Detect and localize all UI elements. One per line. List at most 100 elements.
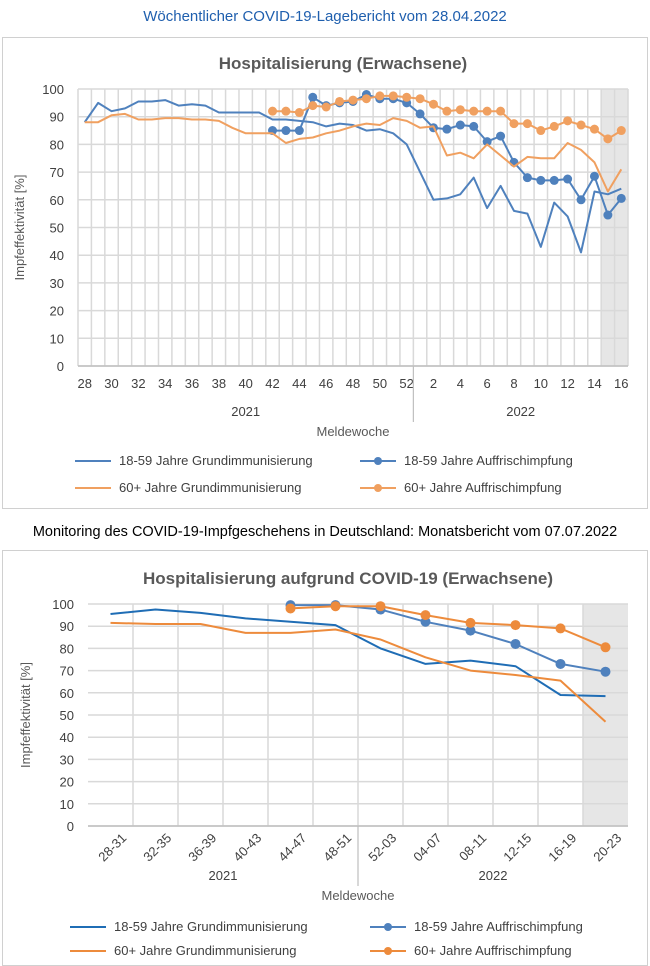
data-point (510, 620, 521, 631)
data-point (510, 638, 521, 649)
x-tick-label: 48-51 (320, 830, 354, 864)
series-line-3 (290, 605, 606, 649)
year-label: 2021 (209, 868, 238, 883)
x-tick-label: 2 (430, 376, 437, 391)
data-point (603, 134, 613, 144)
y-tick-label: 0 (67, 819, 74, 834)
data-point (281, 106, 291, 116)
data-point (482, 106, 492, 116)
y-tick-label: 30 (60, 752, 74, 767)
data-point (335, 96, 345, 106)
year-label: 2022 (506, 404, 535, 419)
y-tick-label: 100 (52, 597, 74, 612)
x-tick-label: 04-07 (410, 830, 444, 864)
x-tick-label: 12 (560, 376, 574, 391)
report-header-1: Wöchentlicher COVID-19-Lagebericht vom 2… (143, 8, 507, 25)
chart-title: Hospitalisierung aufgrund COVID-19 (Erwa… (143, 569, 553, 588)
x-tick-label: 36-39 (185, 830, 219, 864)
x-tick-label: 44 (292, 376, 306, 391)
x-tick-label: 4 (457, 376, 464, 391)
legend-label: 18-59 Jahre Grundimmunisierung (114, 919, 308, 934)
x-tick-label: 10 (534, 376, 548, 391)
y-tick-label: 60 (60, 686, 74, 701)
data-point (361, 94, 371, 104)
x-tick-label: 20-23 (590, 830, 624, 864)
y-tick-label: 90 (60, 619, 74, 634)
y-tick-label: 100 (42, 82, 64, 97)
data-point (321, 102, 331, 112)
data-point (563, 174, 573, 184)
x-tick-label: 36 (185, 376, 199, 391)
x-tick-label: 12-15 (500, 830, 534, 864)
data-point (285, 603, 296, 614)
legend-label: 18-59 Jahre Auffrischimpfung (414, 919, 583, 934)
y-tick-label: 20 (50, 304, 64, 319)
x-tick-label: 52 (399, 376, 413, 391)
x-tick-label: 48 (346, 376, 360, 391)
legend-label: 18-59 Jahre Auffrischimpfung (404, 453, 573, 468)
data-point (589, 124, 599, 134)
chart-frame-2 (2, 550, 648, 966)
data-point (281, 126, 291, 136)
x-tick-label: 52-03 (365, 830, 399, 864)
y-tick-label: 40 (50, 248, 64, 263)
series-line-2 (110, 621, 607, 723)
data-point (536, 175, 546, 185)
data-point (330, 601, 341, 612)
data-point (308, 92, 318, 102)
x-tick-label: 14 (587, 376, 601, 391)
year-label: 2021 (231, 404, 260, 419)
y-tick-label: 10 (50, 331, 64, 346)
data-point (455, 105, 465, 115)
x-tick-label: 16-19 (545, 830, 579, 864)
y-tick-label: 70 (50, 165, 64, 180)
legend-label: 60+ Jahre Auffrischimpfung (414, 943, 572, 958)
legend-marker (374, 457, 382, 465)
y-tick-label: 40 (60, 730, 74, 745)
data-point (496, 131, 506, 141)
data-point (388, 91, 398, 101)
report-header-2: Monitoring des COVID-19-Impfgeschehens i… (32, 524, 618, 540)
data-point (375, 601, 386, 612)
data-point (469, 121, 479, 131)
data-point (455, 120, 465, 130)
x-tick-label: 08-11 (456, 830, 489, 863)
x-axis-title: Meldewoche (317, 424, 390, 439)
y-axis-title: Impfeffektivität [%] (12, 175, 27, 281)
x-tick-label: 30 (104, 376, 118, 391)
data-point (576, 195, 586, 205)
data-point (402, 92, 412, 102)
data-point (589, 171, 599, 181)
data-point (420, 610, 431, 621)
data-point (496, 106, 506, 116)
chart-title: Hospitalisierung (Erwachsene) (219, 54, 467, 73)
x-tick-label: 40-43 (230, 830, 264, 864)
y-tick-label: 10 (60, 797, 74, 812)
legend-label: 18-59 Jahre Grundimmunisierung (119, 453, 313, 468)
y-axis-title: Impfeffektivität [%] (18, 662, 33, 768)
y-tick-label: 60 (50, 193, 64, 208)
data-point (616, 126, 626, 136)
x-tick-label: 16 (614, 376, 628, 391)
x-axis-title: Meldewoche (322, 888, 395, 903)
x-tick-label: 34 (158, 376, 172, 391)
data-point (549, 121, 559, 131)
y-tick-label: 0 (57, 359, 64, 374)
data-point (268, 106, 278, 116)
legend-marker (384, 947, 392, 955)
y-tick-label: 80 (60, 641, 74, 656)
x-tick-label: 32-35 (140, 830, 174, 864)
data-point (522, 173, 532, 183)
x-tick-label: 8 (510, 376, 517, 391)
data-point (465, 625, 476, 636)
data-point (375, 91, 385, 101)
data-point (522, 119, 532, 129)
data-point (294, 126, 304, 136)
x-tick-label: 46 (319, 376, 333, 391)
data-point (308, 101, 318, 111)
data-point (415, 94, 425, 104)
data-point (348, 95, 358, 105)
y-tick-label: 50 (60, 708, 74, 723)
x-tick-label: 50 (373, 376, 387, 391)
